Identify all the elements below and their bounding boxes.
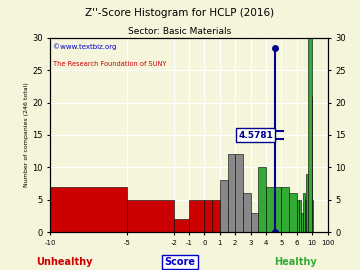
Bar — [289, 193, 297, 232]
Bar — [174, 219, 189, 232]
Text: Z''-Score Histogram for HCLP (2016): Z''-Score Histogram for HCLP (2016) — [85, 8, 275, 18]
Bar — [282, 187, 289, 232]
Bar — [302, 193, 305, 232]
Bar — [235, 154, 243, 232]
Bar — [299, 200, 301, 232]
Bar — [212, 200, 220, 232]
Bar — [204, 200, 212, 232]
Text: Healthy: Healthy — [274, 257, 316, 267]
Text: The Research Foundation of SUNY: The Research Foundation of SUNY — [53, 61, 167, 67]
Text: ©www.textbiz.org: ©www.textbiz.org — [53, 44, 117, 50]
Text: Score: Score — [165, 257, 195, 267]
Bar — [251, 213, 258, 232]
Bar — [50, 187, 127, 232]
Bar — [127, 200, 174, 232]
Y-axis label: Number of companies (246 total): Number of companies (246 total) — [24, 83, 30, 187]
Text: Sector: Basic Materials: Sector: Basic Materials — [129, 27, 231, 36]
Text: Unhealthy: Unhealthy — [37, 257, 93, 267]
Bar — [243, 193, 251, 232]
Bar — [228, 154, 235, 232]
Bar — [309, 38, 312, 232]
Bar — [301, 213, 302, 232]
Bar — [274, 187, 282, 232]
Bar — [258, 167, 266, 232]
Bar — [297, 200, 299, 232]
Bar — [306, 174, 309, 232]
Text: 4.5781: 4.5781 — [238, 130, 273, 140]
Bar — [305, 200, 306, 232]
Bar — [189, 200, 204, 232]
Bar — [220, 180, 228, 232]
Bar — [266, 187, 274, 232]
